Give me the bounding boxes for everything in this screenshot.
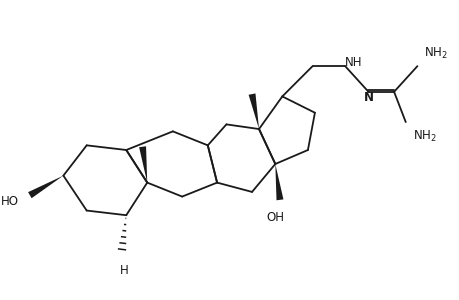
Text: NH: NH (344, 56, 362, 69)
Polygon shape (28, 176, 63, 198)
Polygon shape (139, 146, 147, 183)
Polygon shape (275, 164, 283, 200)
Text: H: H (119, 264, 128, 277)
Text: HO: HO (1, 195, 19, 208)
Text: OH: OH (266, 211, 284, 224)
Text: NH$_2$: NH$_2$ (412, 128, 436, 144)
Polygon shape (248, 93, 258, 129)
Text: N: N (363, 91, 373, 104)
Text: NH$_2$: NH$_2$ (424, 46, 447, 61)
